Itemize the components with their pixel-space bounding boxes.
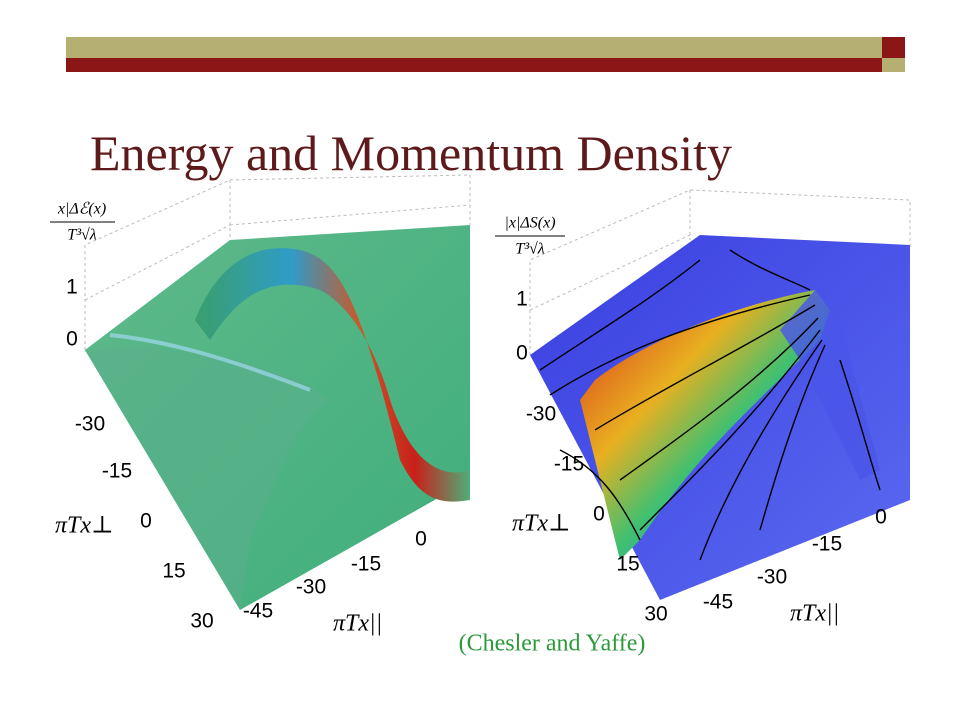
surface-shade — [85, 347, 330, 610]
par-tick: -45 — [703, 591, 733, 614]
perp-label: πTx⊥ — [512, 511, 571, 537]
perp-tick: 0 — [140, 510, 152, 533]
perp-tick: 15 — [616, 553, 639, 576]
perp-tick: -30 — [526, 403, 556, 426]
perp-tick: -30 — [75, 413, 105, 436]
z-label-denominator: T³√λ — [515, 241, 544, 258]
header-bar — [66, 58, 882, 72]
header-square — [882, 58, 905, 72]
z-tick: 0 — [516, 342, 528, 365]
z-tick: 1 — [66, 276, 78, 299]
par-tick: -30 — [296, 576, 326, 599]
par-label: πTx|| — [333, 611, 382, 637]
ridge-side — [780, 290, 880, 480]
perp-tick: 30 — [190, 610, 213, 633]
z-label-denominator: T³√λ — [67, 227, 96, 244]
par-label: πTx|| — [790, 601, 839, 627]
ridge — [195, 248, 470, 502]
par-tick: -45 — [243, 600, 273, 623]
header-bar — [66, 37, 882, 58]
par-tick: -15 — [351, 553, 381, 576]
z-tick: 0 — [66, 328, 78, 351]
plot-box — [529, 189, 911, 355]
ridge — [580, 290, 830, 560]
header-square — [882, 37, 905, 58]
perp-tick: 15 — [162, 560, 185, 583]
plot-box — [84, 174, 471, 350]
par-tick: -15 — [812, 533, 842, 556]
perp-label: πTx⊥ — [55, 513, 114, 539]
z-label-numerator: x|Δℰ(x) — [57, 201, 106, 218]
par-tick: 0 — [875, 506, 887, 529]
flow-lines — [539, 249, 881, 561]
par-tick: 0 — [415, 528, 427, 551]
slide-title: Energy and Momentum Density — [90, 125, 732, 181]
citation: (Chesler and Yaffe) — [459, 631, 646, 657]
ridge-highlight — [109, 333, 311, 392]
perp-tick: -15 — [102, 460, 132, 483]
perp-tick: -15 — [554, 453, 584, 476]
perp-tick: 30 — [644, 603, 667, 626]
z-label-numerator: |x|ΔS(x) — [504, 215, 555, 232]
perp-tick: 0 — [593, 503, 605, 526]
par-tick: -30 — [757, 566, 787, 589]
z-tick: 1 — [516, 288, 528, 311]
